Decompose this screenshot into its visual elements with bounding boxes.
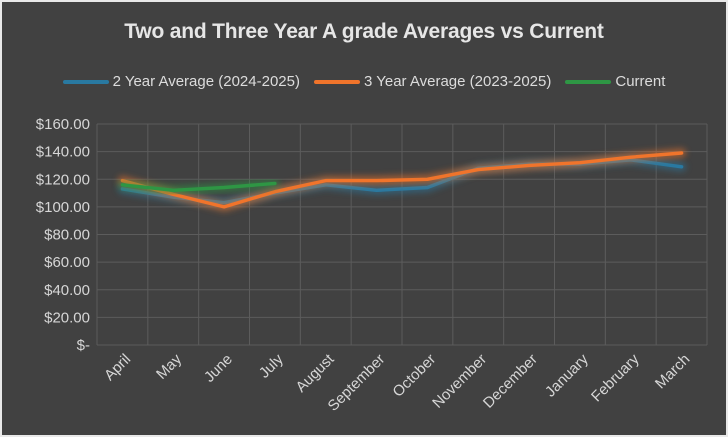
y-tick-label: $160.00 — [36, 116, 90, 133]
x-tick-label: May — [153, 350, 185, 382]
legend-item-2-year-average: 2 Year Average (2024-2025) — [62, 73, 300, 90]
series-line — [120, 151, 684, 209]
y-tick-label: $40.00 — [44, 282, 90, 299]
legend-label: 3 Year Average (2023-2025) — [363, 73, 552, 90]
x-tick-label: February — [588, 350, 643, 405]
legend-item-3-year-average: 3 Year Average (2023-2025) — [313, 73, 552, 90]
series-line — [120, 181, 277, 193]
x-tick-label: June — [201, 351, 236, 386]
x-tick-label: October — [389, 351, 439, 401]
y-axis-labels: $160.00 $140.00 $120.00 $100.00 $80.00 $60.00… — [36, 116, 90, 354]
legend-label: Current — [615, 73, 666, 90]
legend-item-current: Current — [565, 73, 665, 90]
y-tick-label: $100.00 — [36, 199, 90, 216]
y-tick-label: $80.00 — [44, 227, 90, 244]
x-tick-label: January — [542, 350, 592, 400]
x-tick-label: July — [256, 350, 287, 381]
legend-line-swatch-green — [565, 79, 612, 84]
x-tick-label: November — [429, 351, 490, 412]
y-tick-label: $140.00 — [36, 144, 90, 161]
legend-label: 2 Year Average (2024-2025) — [112, 73, 300, 90]
chart-legend: 2 Year Average (2024-2025) 3 Year Averag… — [2, 73, 726, 90]
legend-line-swatch-orange — [313, 79, 360, 84]
y-tick-label: $- — [77, 337, 90, 354]
chart-title: Two and Three Year A grade Averages vs C… — [124, 20, 604, 43]
x-tick-label: March — [652, 351, 693, 392]
y-tick-label: $120.00 — [36, 171, 90, 188]
y-tick-label: $20.00 — [44, 309, 90, 326]
x-tick-label: December — [480, 351, 541, 412]
x-tick-label: August — [293, 350, 339, 396]
x-tick-label: April — [101, 351, 134, 384]
legend-line-swatch-blue — [62, 79, 109, 84]
series-lines — [117, 148, 687, 212]
y-tick-label: $60.00 — [44, 254, 90, 271]
